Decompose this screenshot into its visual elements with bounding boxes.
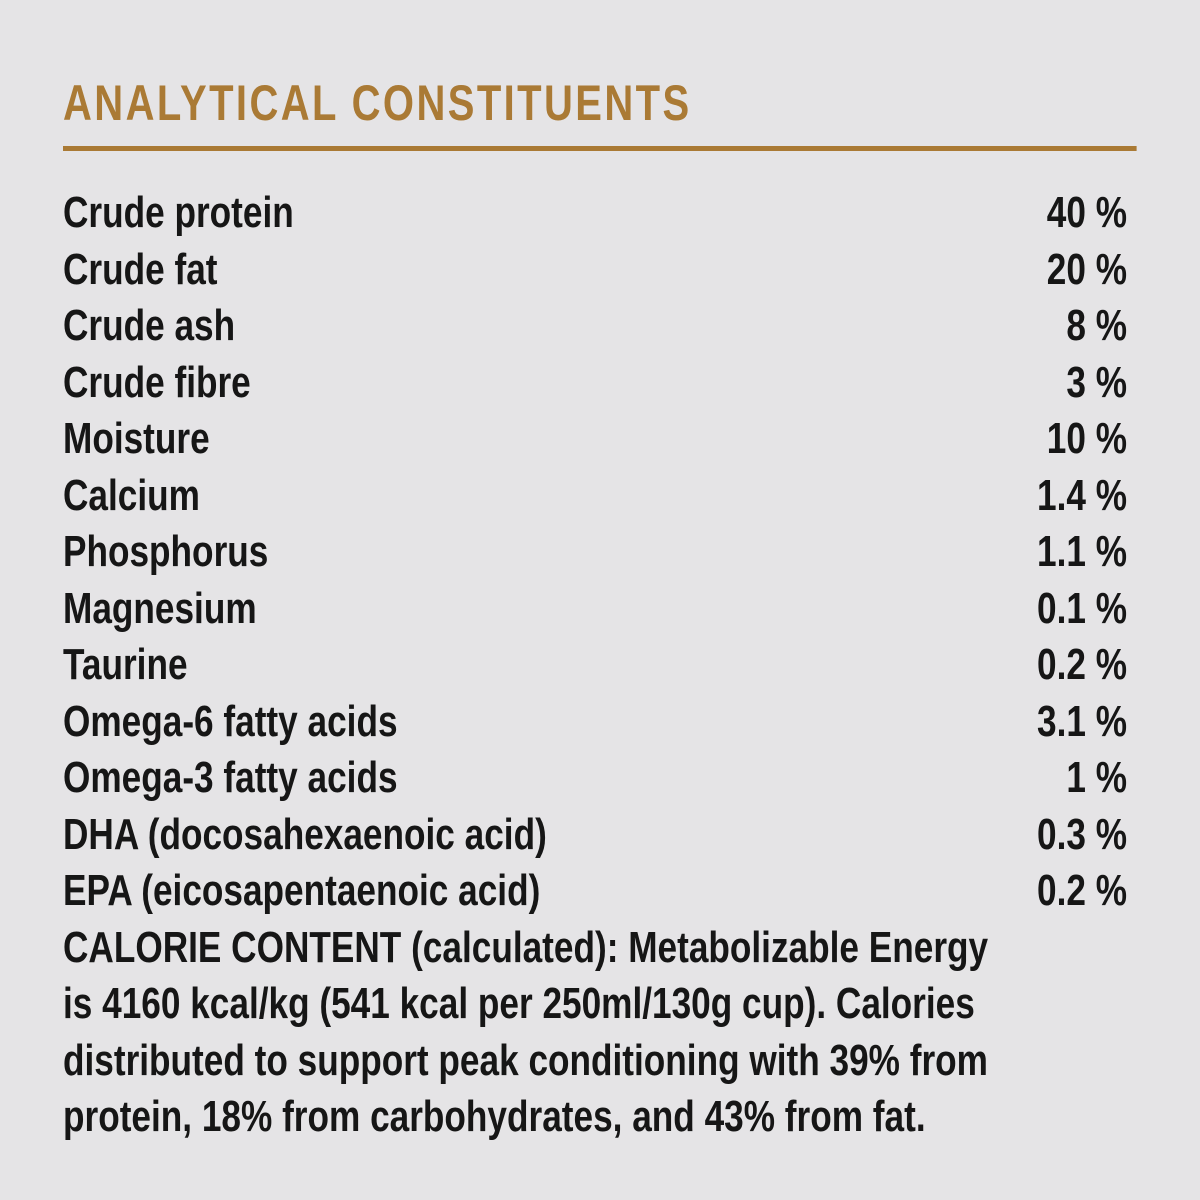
constituent-row: Crude fibre 3 % (63, 355, 1137, 412)
constituent-label: Crude ash (63, 301, 236, 350)
constituent-label: Crude fibre (63, 357, 251, 407)
calorie-content-line: distributed to support peak conditioning… (63, 1035, 988, 1085)
calorie-content-line: is 4160 kcal/kg (541 kcal per 250ml/130g… (63, 979, 975, 1028)
constituent-value: 10 % (1046, 414, 1127, 463)
constituent-value: 1.1 % (1036, 527, 1127, 576)
calorie-content: CALORIE CONTENT (calculated): Metaboliza… (63, 920, 1137, 1146)
constituent-row: Moisture 10 % (63, 411, 1137, 468)
title-underline (63, 146, 1137, 151)
calorie-content-line: CALORIE CONTENT (calculated): Metaboliza… (63, 922, 989, 972)
constituent-label: Crude fat (63, 244, 218, 294)
constituent-row: Taurine 0.2 % (63, 637, 1137, 694)
constituent-row: Crude ash 8 % (63, 298, 1137, 355)
constituents-list: Crude protein 40 % Crude fat 20 % Crude ash 8… (63, 185, 1137, 920)
panel-content: ANALYTICAL CONSTITUENTS Crude protein 40 … (63, 0, 1137, 1146)
constituent-value: 1 % (1066, 753, 1127, 802)
constituent-label: Magnesium (63, 583, 257, 633)
constituent-row: EPA (eicosapentaenoic acid) 0.2 % (63, 863, 1137, 920)
constituent-label: Omega-3 fatty acids (63, 753, 398, 802)
constituent-value: 0.1 % (1036, 583, 1127, 633)
constituent-row: Crude protein 40 % (63, 185, 1137, 242)
constituent-value: 1.4 % (1036, 470, 1127, 520)
constituent-value: 8 % (1066, 301, 1127, 350)
constituent-value: 40 % (1046, 188, 1127, 237)
constituent-label: Phosphorus (63, 527, 269, 576)
constituent-label: Crude protein (63, 188, 294, 237)
constituent-value: 20 % (1046, 244, 1127, 294)
section-title: ANALYTICAL CONSTITUENTS (63, 75, 692, 131)
constituent-row: Calcium 1.4 % (63, 468, 1137, 525)
constituent-row: Omega-3 fatty acids 1 % (63, 750, 1137, 807)
calorie-content-line: protein, 18% from carbohydrates, and 43%… (63, 1092, 926, 1141)
constituent-label: EPA (eicosapentaenoic acid) (63, 866, 541, 915)
constituent-value: 0.2 % (1036, 640, 1127, 689)
constituent-label: Omega-6 fatty acids (63, 696, 398, 746)
constituent-row: Crude fat 20 % (63, 242, 1137, 299)
constituent-value: 3.1 % (1036, 696, 1127, 746)
constituent-row: DHA (docosahexaenoic acid) 0.3 % (63, 807, 1137, 864)
constituent-value: 0.3 % (1036, 809, 1127, 859)
constituent-label: Taurine (63, 640, 188, 689)
constituent-value: 0.2 % (1036, 866, 1127, 915)
constituent-row: Phosphorus 1.1 % (63, 524, 1137, 581)
constituent-row: Magnesium 0.1 % (63, 581, 1137, 638)
constituent-label: DHA (docosahexaenoic acid) (63, 809, 547, 859)
constituent-label: Calcium (63, 470, 200, 520)
constituent-label: Moisture (63, 414, 210, 463)
constituent-row: Omega-6 fatty acids 3.1 % (63, 694, 1137, 751)
constituent-value: 3 % (1066, 357, 1127, 407)
